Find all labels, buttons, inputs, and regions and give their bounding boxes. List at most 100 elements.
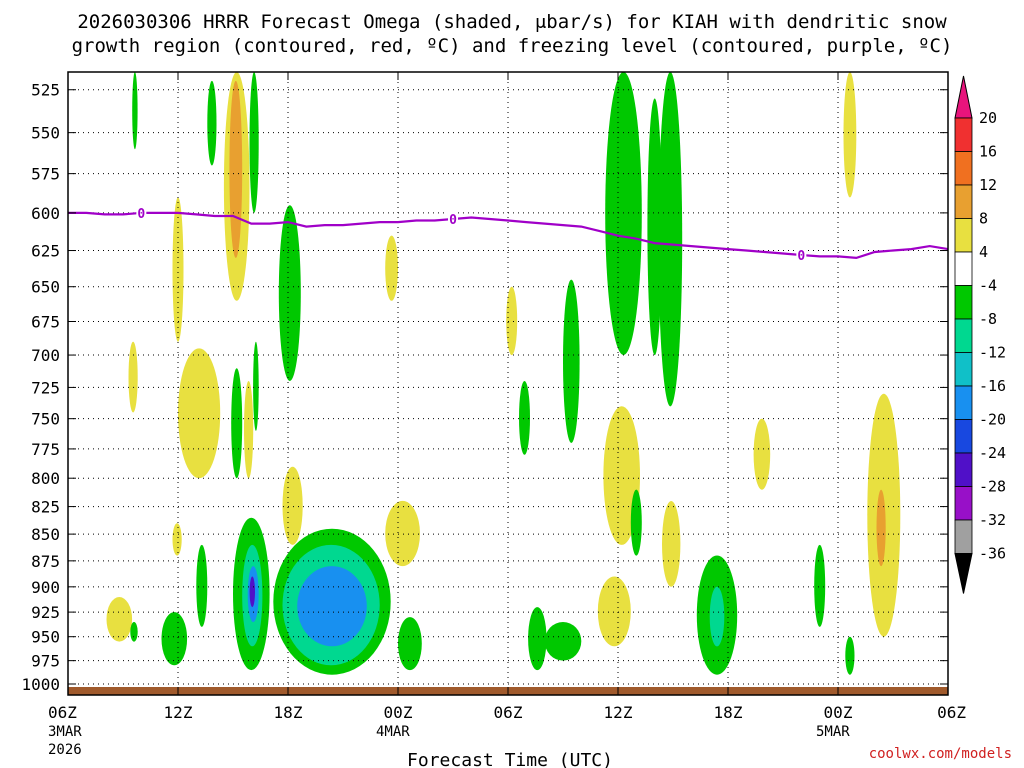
colorbar-label-13: -36	[979, 545, 1006, 563]
x-tick-label-0: 06Z	[48, 703, 77, 722]
omega-region-33	[605, 72, 642, 355]
x-tick-label-7: 00Z	[824, 703, 853, 722]
chart-title-line2: growth region (contoured, red, ºC) and f…	[72, 35, 953, 57]
colorbar-top-arrow	[955, 76, 972, 118]
colorbar-label-2: 12	[979, 176, 997, 194]
freezing-level-contour: 0 0 0	[68, 206, 948, 264]
y-tick-label-1: 550	[31, 124, 60, 143]
y-tick-label-0: 525	[31, 81, 60, 100]
freezing-level-line	[68, 213, 948, 258]
colorbar-label-12: -32	[979, 511, 1006, 529]
omega-region-44	[844, 72, 857, 197]
freezing-level-label-2: 0	[797, 249, 805, 264]
colorbar-label-7: -12	[979, 344, 1006, 362]
omega-region-24	[297, 566, 367, 646]
colorbar-label-5: -4	[979, 277, 997, 295]
colorbar-segment-8	[955, 353, 972, 387]
omega-region-10	[229, 81, 242, 258]
x-tick-date-0: 3MAR	[48, 724, 82, 740]
colorbar-segment-2	[955, 152, 972, 186]
omega-region-41	[710, 587, 725, 647]
x-tick-label-4: 06Z	[494, 703, 523, 722]
colorbar-segment-10	[955, 420, 972, 454]
colorbar-label-3: 8	[979, 210, 988, 228]
colorbar-segment-5	[955, 252, 972, 286]
omega-region-30	[545, 622, 582, 661]
omega-region-29	[519, 381, 530, 455]
y-tick-label-12: 825	[31, 498, 60, 517]
x-axis-label: Forecast Time (UTC)	[407, 750, 613, 768]
x-tick-label-6: 18Z	[714, 703, 743, 722]
y-tick-label-8: 725	[31, 378, 60, 397]
y-tick-label-17: 950	[31, 628, 60, 647]
omega-region-47	[877, 490, 886, 566]
x-tick-date-3: 4MAR	[376, 724, 410, 740]
colorbar-segment-9	[955, 386, 972, 420]
y-tick-label-10: 775	[31, 440, 60, 459]
y-tick-label-5: 650	[31, 278, 60, 297]
omega-region-4	[173, 197, 184, 341]
y-tick-label-19: 1000	[21, 675, 60, 694]
y-tick-label-7: 700	[31, 346, 60, 365]
x-tick-year-0: 2026	[48, 742, 82, 758]
colorbar-label-6: -8	[979, 310, 997, 328]
omega-region-45	[845, 637, 854, 675]
omega-region-39	[598, 577, 631, 647]
y-tick-label-15: 900	[31, 578, 60, 597]
y-tick-label-9: 750	[31, 410, 60, 429]
omega-region-0	[132, 72, 137, 149]
freezing-level-label-0: 0	[137, 207, 145, 222]
colorbar-segment-3	[955, 185, 972, 219]
omega-region-5	[173, 523, 182, 555]
omega-shading	[107, 72, 901, 675]
omega-time-height-chart: 2026030306 HRRR Forecast Omega (shaded, …	[0, 0, 1024, 768]
chart-title-line1: 2026030306 HRRR Forecast Omega (shaded, …	[77, 11, 947, 33]
colorbar-label-1: 16	[979, 143, 997, 161]
x-tick-label-2: 18Z	[274, 703, 303, 722]
omega-region-42	[754, 419, 771, 490]
omega-region-32	[563, 280, 580, 443]
omega-region-28	[506, 287, 517, 355]
x-tick-label-3: 00Z	[384, 703, 413, 722]
x-tick-label-1: 12Z	[164, 703, 193, 722]
colorbar-label-11: -28	[979, 478, 1006, 496]
credit-text: coolwx.com/models	[869, 746, 1012, 762]
omega-region-6	[178, 348, 220, 478]
colorbar-label-0: 20	[979, 109, 997, 127]
omega-region-2	[130, 622, 137, 642]
omega-region-8	[207, 81, 216, 166]
y-tick-label-2: 575	[31, 165, 60, 184]
colorbar-label-4: 4	[979, 243, 988, 261]
x-tick-label-5: 12Z	[604, 703, 633, 722]
y-tick-label-6: 675	[31, 313, 60, 332]
omega-region-27	[398, 617, 422, 670]
x-tick-label-8: 06Z	[937, 703, 966, 722]
colorbar-segment-13	[955, 520, 972, 554]
omega-region-11	[250, 72, 259, 213]
omega-region-25	[385, 236, 398, 301]
omega-region-12	[231, 368, 242, 478]
y-tick-label-16: 925	[31, 603, 60, 622]
y-tick-label-4: 625	[31, 242, 60, 261]
omega-region-7	[162, 612, 188, 665]
y-tick-label-11: 800	[31, 469, 60, 488]
y-tick-label-3: 600	[31, 204, 60, 223]
colorbar-bottom-arrow	[955, 554, 972, 594]
y-tick-label-14: 875	[31, 552, 60, 571]
omega-region-3	[129, 342, 138, 413]
colorbar-segment-6	[955, 286, 972, 320]
omega-region-20	[279, 205, 301, 381]
omega-region-15	[196, 545, 207, 627]
omega-region-37	[662, 501, 680, 587]
freezing-level-label-1: 0	[449, 213, 457, 228]
colorbar-segment-12	[955, 487, 972, 521]
omega-region-19	[250, 577, 255, 608]
omega-region-13	[244, 381, 253, 478]
chart-root: 2026030306 HRRR Forecast Omega (shaded, …	[0, 0, 1024, 768]
colorbar: 20 16 12 8 4 -4 -8 -12 -16 -20 -24 -28 -32 -36	[955, 76, 1006, 594]
omega-region-1	[107, 597, 133, 642]
y-tick-label-13: 850	[31, 525, 60, 544]
colorbar-segment-4	[955, 219, 972, 253]
x-tick-date-7: 5MAR	[816, 724, 850, 740]
colorbar-label-10: -24	[979, 444, 1006, 462]
